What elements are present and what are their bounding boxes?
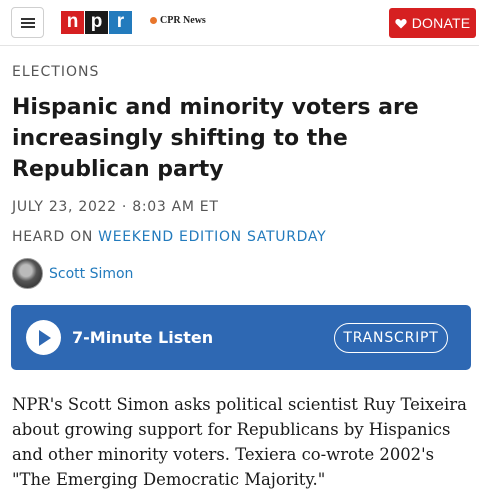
article-teaser: NPR's Scott Simon asks political scienti… <box>12 395 467 489</box>
logo-letter-r: r <box>109 11 132 34</box>
site-header: n p r CPR News DONATE <box>0 0 479 46</box>
article-headline: Hispanic and minority voters are increas… <box>12 95 419 182</box>
station-name: CPR News <box>160 15 206 26</box>
donate-label: DONATE <box>411 15 471 31</box>
listen-label[interactable]: 7-Minute Listen <box>72 328 214 347</box>
logo-letter-n: n <box>61 11 84 34</box>
author-avatar[interactable] <box>12 258 43 289</box>
program-link[interactable]: WEEKEND EDITION SATURDAY <box>98 229 327 245</box>
audio-player: 7-Minute Listen TRANSCRIPT <box>11 305 471 370</box>
logo-letter-p: p <box>85 11 108 34</box>
hamburger-menu-icon[interactable] <box>11 7 44 38</box>
author-link[interactable]: Scott Simon <box>49 265 134 282</box>
play-icon[interactable] <box>26 320 61 355</box>
npr-logo[interactable]: n p r <box>61 11 132 34</box>
byline: Scott Simon <box>12 258 133 289</box>
donate-button[interactable]: DONATE <box>389 8 476 38</box>
article-dateline: JULY 23, 2022 · 8:03 AM ET <box>12 199 219 215</box>
section-label[interactable]: ELECTIONS <box>12 64 100 80</box>
station-logo[interactable]: CPR News <box>150 15 206 26</box>
heard-on: HEARD ON WEEKEND EDITION SATURDAY <box>12 229 326 245</box>
heard-on-prefix: HEARD ON <box>12 229 99 245</box>
heart-icon <box>395 18 407 28</box>
station-dot-icon <box>150 17 157 24</box>
transcript-button[interactable]: TRANSCRIPT <box>334 323 448 353</box>
